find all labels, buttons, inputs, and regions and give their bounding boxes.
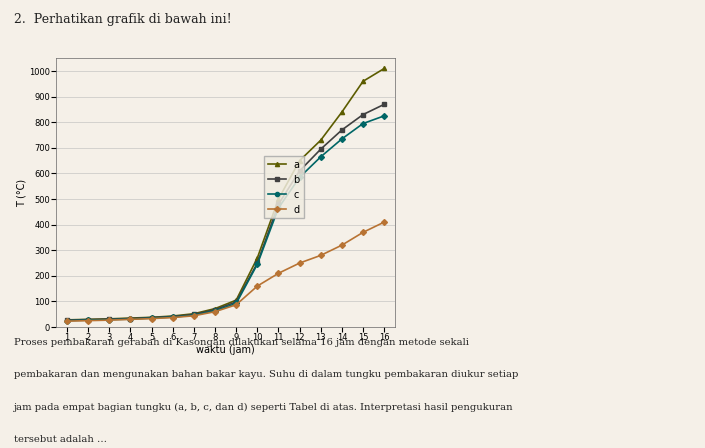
a — [211, 306, 219, 311]
c — [190, 313, 198, 318]
b — [168, 314, 177, 319]
d — [84, 318, 92, 323]
a — [232, 297, 240, 303]
a — [168, 313, 177, 319]
b — [359, 112, 367, 117]
Y-axis label: T (°C): T (°C) — [16, 179, 26, 207]
Text: jam pada empat bagian tungku (a, b, c, dan d) seperti Tabel di atas. Interpretas: jam pada empat bagian tungku (a, b, c, d… — [14, 403, 514, 412]
d — [232, 302, 240, 307]
Text: 2.  Perhatikan grafik di bawah ini!: 2. Perhatikan grafik di bawah ini! — [14, 13, 232, 26]
d — [317, 253, 325, 258]
b — [147, 315, 156, 320]
a — [274, 196, 283, 202]
a — [190, 311, 198, 316]
b — [63, 318, 71, 323]
d — [126, 317, 135, 322]
c — [126, 316, 135, 322]
b — [338, 127, 346, 133]
c — [211, 308, 219, 313]
a — [380, 66, 388, 71]
Text: pembakaran dan mengunakan bahan bakar kayu. Suhu di dalam tungku pembakaran diuk: pembakaran dan mengunakan bahan bakar ka… — [14, 370, 518, 379]
c — [232, 301, 240, 306]
c — [147, 315, 156, 321]
a — [338, 109, 346, 115]
c — [317, 154, 325, 159]
a — [359, 78, 367, 84]
a — [126, 315, 135, 321]
b — [232, 299, 240, 305]
d — [295, 260, 304, 266]
b — [274, 202, 283, 207]
d — [211, 309, 219, 314]
d — [190, 313, 198, 319]
Line: b: b — [65, 102, 386, 322]
c — [63, 318, 71, 323]
c — [380, 113, 388, 119]
a — [147, 314, 156, 320]
b — [295, 168, 304, 173]
Line: a: a — [65, 66, 386, 322]
c — [168, 314, 177, 320]
d — [105, 318, 114, 323]
a — [105, 316, 114, 322]
Text: Proses pembakaran gerabah di Kasongan dilakukan selama 16 jam dengan metode seka: Proses pembakaran gerabah di Kasongan di… — [14, 338, 469, 347]
d — [63, 319, 71, 324]
d — [359, 230, 367, 235]
d — [274, 271, 283, 276]
b — [317, 146, 325, 152]
d — [380, 220, 388, 225]
d — [253, 284, 262, 289]
c — [105, 317, 114, 322]
b — [211, 307, 219, 312]
c — [338, 136, 346, 142]
d — [168, 315, 177, 320]
b — [105, 316, 114, 322]
Line: d: d — [65, 220, 386, 323]
b — [380, 102, 388, 107]
b — [84, 317, 92, 322]
d — [147, 316, 156, 321]
a — [253, 255, 262, 261]
c — [253, 262, 262, 267]
b — [190, 312, 198, 317]
c — [84, 318, 92, 323]
a — [84, 317, 92, 322]
Text: tersebut adalah …: tersebut adalah … — [14, 435, 107, 444]
b — [253, 260, 262, 266]
b — [126, 316, 135, 321]
X-axis label: waktu (jam): waktu (jam) — [196, 345, 255, 355]
a — [295, 158, 304, 164]
a — [317, 138, 325, 143]
d — [338, 242, 346, 248]
a — [63, 317, 71, 323]
Line: c: c — [65, 114, 386, 323]
Legend: a, b, c, d: a, b, c, d — [264, 156, 304, 219]
c — [295, 175, 304, 180]
c — [359, 121, 367, 126]
c — [274, 205, 283, 211]
